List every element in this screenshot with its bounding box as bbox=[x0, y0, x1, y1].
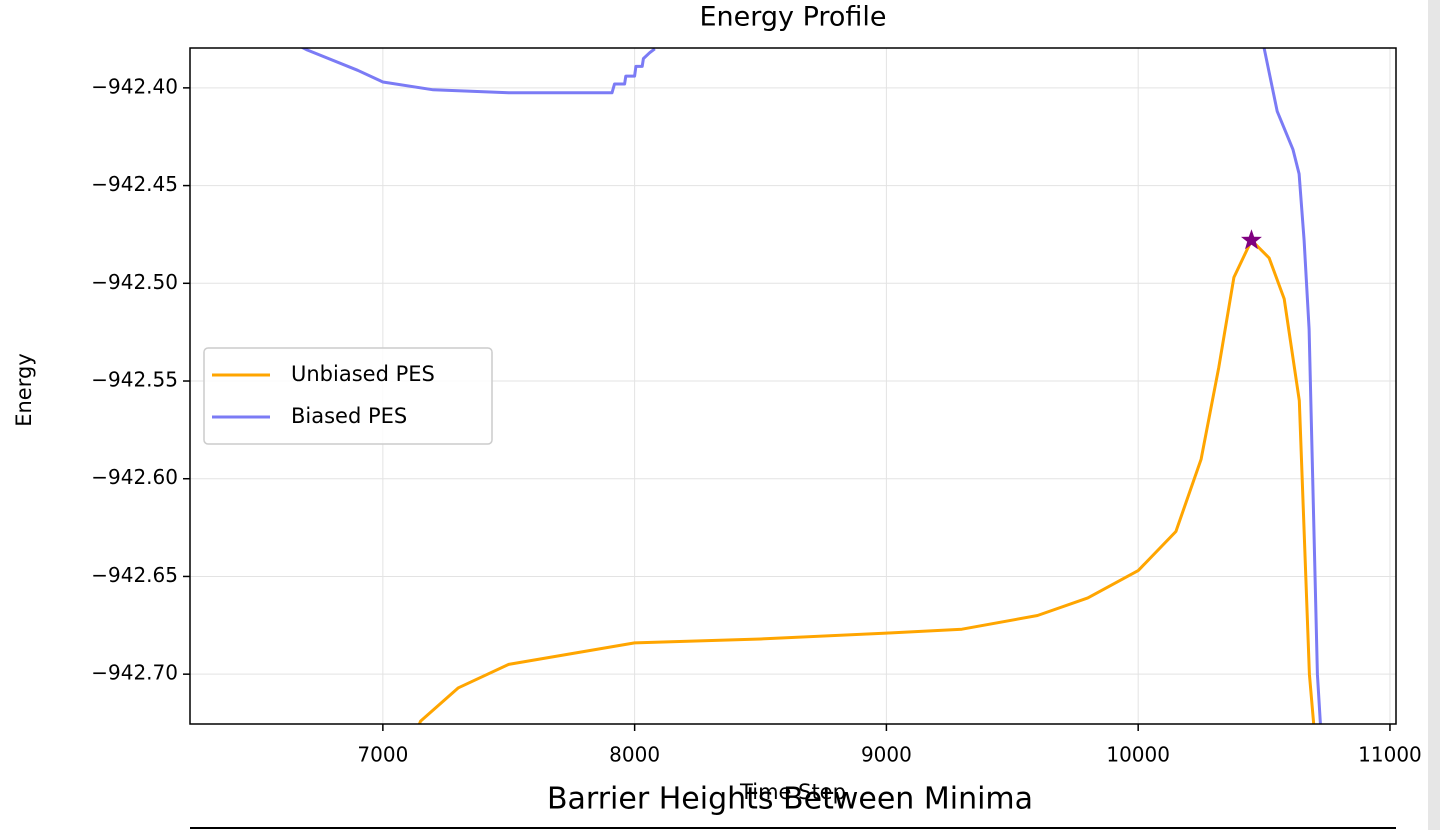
y-tick-label: −942.60 bbox=[91, 465, 178, 489]
plot-area bbox=[300, 48, 1322, 724]
line-series bbox=[417, 238, 1316, 724]
legend-box bbox=[203, 347, 493, 445]
x-tick-label: 8000 bbox=[609, 743, 660, 767]
y-tick-label: −942.40 bbox=[91, 74, 178, 98]
plot-frame bbox=[189, 47, 1397, 725]
y-tick-label: −942.70 bbox=[91, 661, 178, 685]
y-tick-label: −942.50 bbox=[91, 270, 178, 294]
y-axis-label: Energy bbox=[12, 353, 36, 427]
legend-label: Unbiased PES bbox=[291, 362, 435, 386]
y-tick-label: −942.45 bbox=[91, 172, 178, 196]
x-tick-label: 11000 bbox=[1358, 743, 1422, 767]
section-heading: Barrier Heights Between Minima bbox=[547, 782, 1033, 817]
scrollbar[interactable] bbox=[1428, 0, 1440, 830]
peak-marker bbox=[1241, 229, 1262, 250]
y-tick-label: −942.55 bbox=[91, 368, 178, 392]
legend-label: Biased PES bbox=[291, 404, 407, 428]
x-tick-label: 10000 bbox=[1106, 743, 1170, 767]
y-tick-label: −942.65 bbox=[91, 563, 178, 587]
x-tick-label: 7000 bbox=[357, 743, 408, 767]
line-series bbox=[300, 48, 1322, 724]
x-axis-label: Time Step bbox=[739, 780, 846, 804]
x-tick-label: 9000 bbox=[861, 743, 912, 767]
chart-title: Energy Profile bbox=[699, 2, 886, 33]
